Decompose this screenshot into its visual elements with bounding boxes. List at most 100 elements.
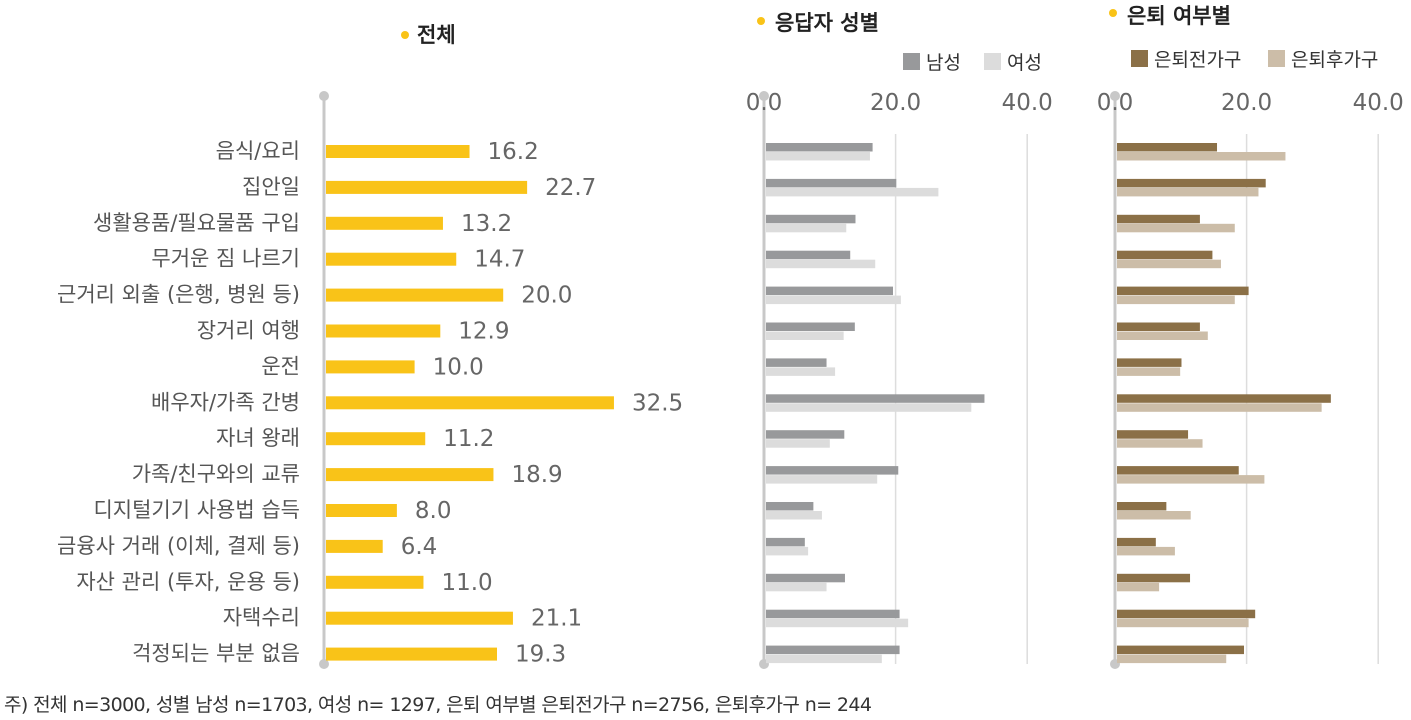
panel-gender: 응답자 성별 남성 여성 0.0 20.0 40.0 (746, 11, 1053, 669)
bar (326, 180, 528, 194)
category-label: 디지털기기 사용법 습득 (93, 498, 300, 522)
bar-series-2 (1117, 223, 1235, 233)
bar (326, 360, 415, 374)
value-label: 10.0 (433, 354, 484, 380)
bar-series-1 (1117, 250, 1213, 260)
bar-series-2 (766, 152, 870, 161)
category-label: 금융사 거래 (이체, 결제 등) (57, 534, 300, 558)
bar-series-2 (766, 259, 876, 269)
tick-label: 40.0 (1353, 90, 1404, 116)
bar-series-2 (1117, 403, 1322, 412)
legend-label-post-retirement: 은퇴후가구 (1291, 49, 1378, 71)
bar-series-1 (1117, 609, 1256, 619)
tick-label: 0.0 (1097, 90, 1134, 116)
tick-label: 20.0 (1221, 90, 1272, 116)
value-label: 13.2 (461, 211, 512, 237)
axis-cap-top (759, 91, 769, 101)
value-label: 6.4 (401, 534, 438, 560)
bar-series-1 (766, 573, 845, 583)
legend-swatch-post-retirement (1268, 50, 1285, 67)
title-bullet (1109, 9, 1117, 17)
panel-title-gender: 응답자 성별 (775, 11, 879, 35)
bar-series-1 (766, 214, 856, 224)
bar-series-2 (766, 654, 882, 664)
bar (326, 432, 426, 446)
bar-series-1 (1117, 502, 1167, 511)
bar (326, 504, 397, 517)
value-label: 16.2 (488, 139, 539, 165)
bar (326, 324, 441, 338)
value-label: 22.7 (545, 175, 596, 201)
bar-series-1 (766, 430, 845, 439)
bar-series-1 (766, 502, 814, 511)
legend-swatch-female (984, 53, 1001, 70)
bar-series-2 (766, 223, 847, 233)
bar-series-2 (766, 295, 901, 305)
bar-series-2 (766, 618, 909, 628)
bar-series-2 (766, 403, 972, 412)
legend-label-pre-retirement: 은퇴전가구 (1154, 49, 1241, 71)
category-label: 근거리 외출 (은행, 병원 등) (57, 283, 300, 307)
bar-series-1 (1117, 430, 1189, 439)
value-label: 8.0 (415, 498, 452, 524)
category-label: 음식/요리 (216, 139, 300, 163)
bar-series-2 (1117, 367, 1181, 376)
bar (326, 288, 504, 302)
bar-series-2 (766, 367, 836, 376)
value-label: 21.1 (531, 606, 582, 632)
value-label: 11.2 (443, 426, 494, 452)
category-label: 배우자/가족 간병 (151, 390, 300, 414)
bar (326, 611, 513, 625)
bar-series-1 (766, 394, 985, 403)
panel-title-retirement: 은퇴 여부별 (1127, 4, 1231, 28)
bar (326, 539, 383, 553)
tick-label: 40.0 (1002, 90, 1053, 116)
bar-series-2 (1117, 475, 1265, 484)
bar-series-1 (1117, 178, 1266, 188)
bar-series-1 (1117, 358, 1182, 367)
bar-series-2 (766, 511, 822, 520)
bar-series-2 (1117, 546, 1175, 556)
bar-series-1 (766, 322, 855, 331)
category-label: 집안일 (242, 175, 300, 199)
value-label: 20.0 (521, 283, 572, 309)
bar-series-2 (1117, 187, 1259, 197)
bar (326, 647, 497, 661)
bar-series-1 (1117, 573, 1191, 583)
bar (326, 396, 614, 410)
bar-series-1 (766, 645, 900, 655)
bar-series-2 (1117, 439, 1203, 448)
bar-series-2 (1117, 295, 1235, 305)
bar-series-1 (1117, 322, 1200, 331)
bar-series-1 (766, 537, 805, 547)
bar-series-1 (1117, 286, 1249, 296)
bar-series-1 (1117, 214, 1200, 224)
bar-series-1 (1117, 394, 1331, 403)
value-label: 11.0 (441, 570, 492, 596)
chart-area: 전체 음식/요리 16.2 집안일 22.7 생활용품/필요물품 구입 13.2 무거운 짐… (57, 4, 1404, 669)
category-label: 생활용품/필요물품 구입 (93, 211, 300, 235)
bar-series-2 (766, 475, 878, 484)
bar-series-1 (766, 250, 851, 260)
value-label: 12.9 (458, 319, 509, 345)
legend-label-male: 남성 (926, 52, 961, 74)
bar-series-2 (1117, 582, 1160, 592)
bar (326, 252, 457, 266)
bar (326, 468, 494, 482)
legend-swatch-male (903, 53, 920, 70)
bar-series-1 (1117, 143, 1218, 152)
tick-label: 0.0 (746, 90, 783, 116)
bar-series-2 (1117, 511, 1191, 520)
bar-series-2 (766, 582, 827, 592)
bar-series-1 (766, 143, 873, 152)
bar (326, 145, 470, 158)
footnote: 주) 전체 n=3000, 성별 남성 n=1703, 여성 n= 1297, … (4, 694, 872, 716)
bar-series-1 (766, 609, 900, 619)
tick-label: 20.0 (870, 90, 921, 116)
category-label: 무거운 짐 나르기 (151, 247, 300, 271)
legend-swatch-pre-retirement (1131, 50, 1148, 67)
bar-series-2 (766, 331, 844, 340)
axis-cap-top (319, 91, 329, 101)
category-label: 자산 관리 (투자, 운용 등) (76, 570, 300, 594)
category-label: 운전 (261, 354, 300, 378)
